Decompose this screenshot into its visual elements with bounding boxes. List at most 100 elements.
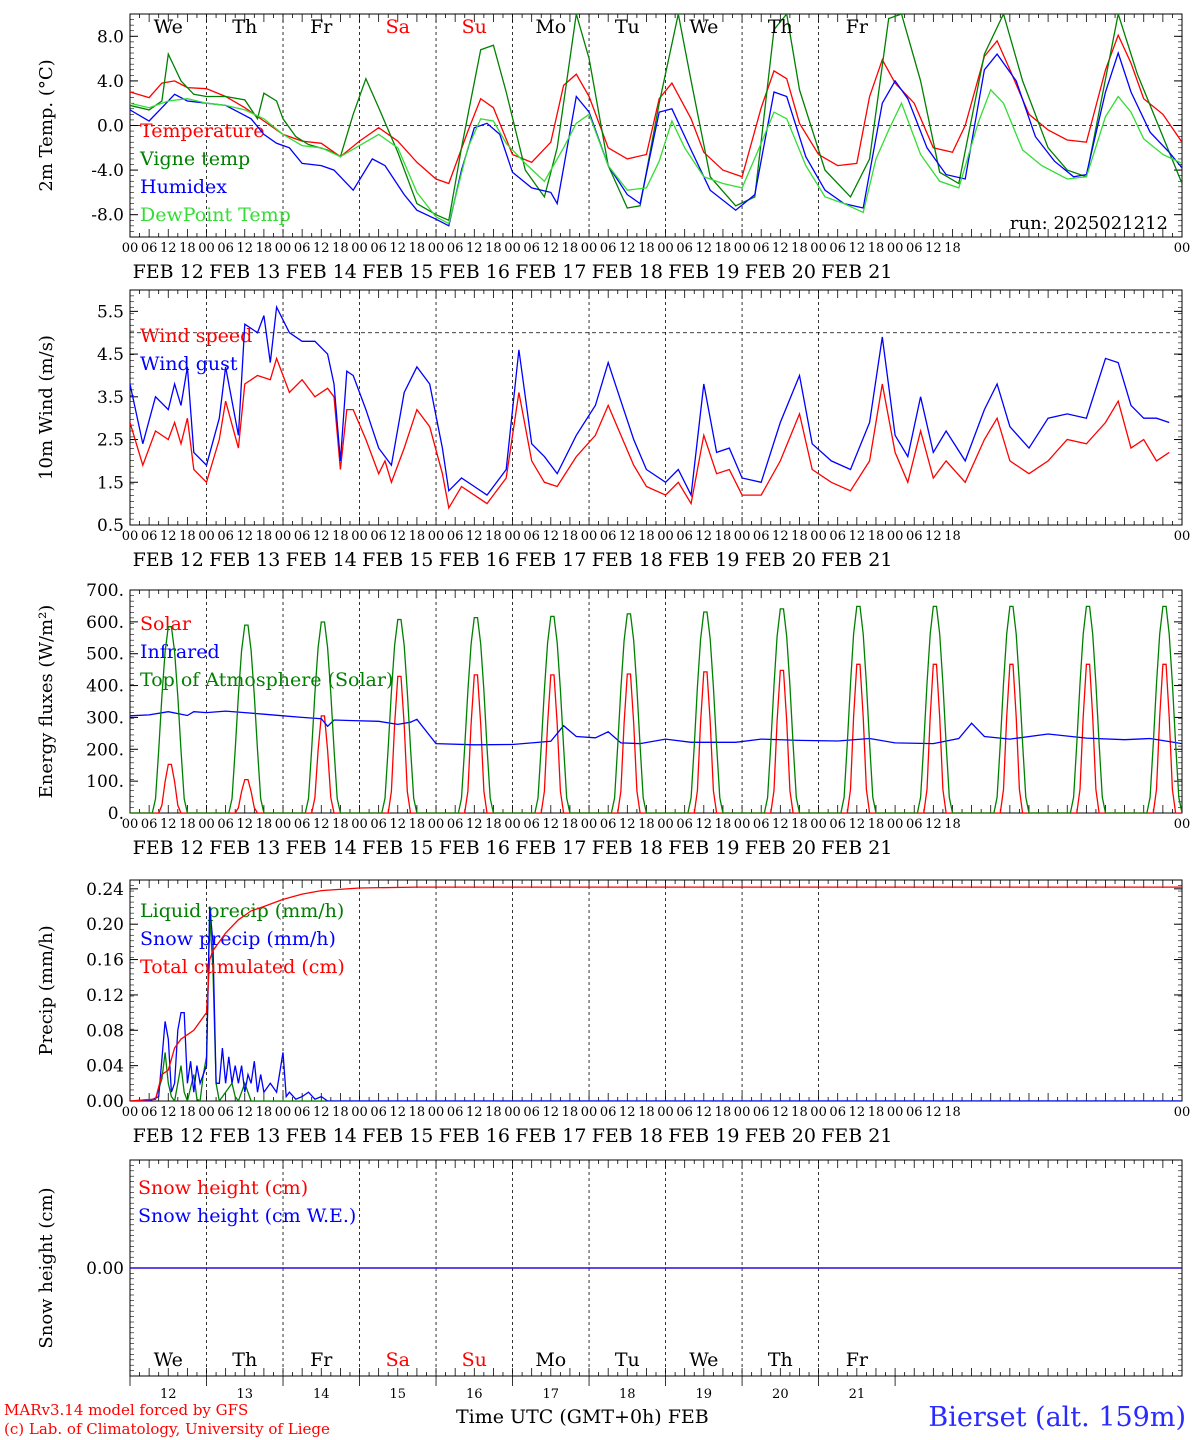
date-label: FEB 18 <box>592 261 663 283</box>
day-number-label: 12 <box>160 1387 177 1402</box>
date-label: FEB 15 <box>362 837 433 859</box>
date-label: FEB 20 <box>745 549 816 571</box>
y-axis-label: Snow height (cm) <box>36 1187 57 1348</box>
y-axis-label: Energy fluxes (W/m²) <box>36 605 57 799</box>
hour-label: 12 <box>313 1105 330 1120</box>
hour-label: 00 <box>887 529 904 544</box>
date-label: FEB 16 <box>439 1125 510 1147</box>
hour-label: 18 <box>715 529 732 544</box>
day-number-label: 15 <box>390 1387 407 1402</box>
y-tick-label: 8.0 <box>97 27 124 47</box>
hour-label: 12 <box>925 529 942 544</box>
hour-label: 06 <box>370 241 387 256</box>
hour-label: 00 <box>887 241 904 256</box>
hour-label: 00 <box>657 529 674 544</box>
hour-label: 12 <box>236 241 253 256</box>
hour-label: 00 <box>1174 817 1191 832</box>
weekday-label-top: Th <box>768 16 793 38</box>
hour-label: 00 <box>428 529 445 544</box>
hour-label: 06 <box>829 241 846 256</box>
date-label: FEB 19 <box>668 837 739 859</box>
hour-label: 00 <box>198 241 215 256</box>
hour-label: 18 <box>485 529 502 544</box>
lab-credit: (c) Lab. of Climatology, University of L… <box>4 1420 330 1438</box>
hour-label: 00 <box>734 817 751 832</box>
hour-label: 18 <box>944 241 961 256</box>
series-line-top-of-atmosphere-solar- <box>130 605 1182 813</box>
weekday-label-bottom: Fr <box>310 1349 333 1371</box>
y-tick-label: 500. <box>86 645 124 665</box>
hour-label: 00 <box>198 529 215 544</box>
hour-label: 12 <box>160 1105 177 1120</box>
hour-label: 00 <box>1174 1105 1191 1120</box>
hour-label: 00 <box>887 1105 904 1120</box>
weekday-label-bottom: Fr <box>846 1349 869 1371</box>
hour-label: 12 <box>390 241 407 256</box>
station-name: Bierset (alt. 159m) <box>928 1402 1186 1433</box>
hour-label: 00 <box>198 1105 215 1120</box>
day-number-label: 17 <box>543 1387 560 1402</box>
hour-label: 06 <box>600 817 617 832</box>
hour-label: 06 <box>141 529 158 544</box>
hour-label: 00 <box>657 241 674 256</box>
weekday-label-top: Su <box>462 16 487 38</box>
hour-label: 18 <box>791 529 808 544</box>
weekday-label-bottom: Mo <box>535 1349 566 1371</box>
hour-label: 00 <box>351 1105 368 1120</box>
y-tick-label: 400. <box>86 677 124 697</box>
hour-label: 18 <box>791 817 808 832</box>
hour-label: 00 <box>504 529 521 544</box>
date-label: FEB 17 <box>515 261 586 283</box>
hour-label: 06 <box>217 1105 234 1120</box>
hour-label: 18 <box>715 817 732 832</box>
hour-label: 12 <box>466 241 483 256</box>
hour-label: 18 <box>944 529 961 544</box>
hour-label: 18 <box>179 529 196 544</box>
weekday-label-top: Tu <box>615 16 640 38</box>
hour-label: 00 <box>428 817 445 832</box>
hour-label: 12 <box>619 817 636 832</box>
weekday-label-top: Fr <box>310 16 333 38</box>
hour-label: 06 <box>906 817 923 832</box>
y-tick-label: 0.24 <box>86 880 124 900</box>
y-tick-label: 0.20 <box>86 915 124 935</box>
y-tick-label: 0.00 <box>86 1259 124 1279</box>
hour-label: 12 <box>849 1105 866 1120</box>
hour-label: 00 <box>581 241 598 256</box>
hour-label: 00 <box>581 817 598 832</box>
hour-label: 18 <box>409 1105 426 1120</box>
date-label: FEB 16 <box>439 261 510 283</box>
hour-label: 00 <box>810 241 827 256</box>
date-label: FEB 17 <box>515 549 586 571</box>
hour-label: 06 <box>753 1105 770 1120</box>
hour-label: 06 <box>829 817 846 832</box>
y-axis-label: 10m Wind (m/s) <box>36 335 57 480</box>
run-label: run: 2025021212 <box>1010 213 1168 234</box>
y-tick-label: 700. <box>86 581 124 601</box>
series-line-wind-speed <box>130 356 1170 510</box>
date-label: FEB 16 <box>439 837 510 859</box>
hour-label: 06 <box>217 241 234 256</box>
date-label: FEB 16 <box>439 549 510 571</box>
hour-label: 06 <box>906 1105 923 1120</box>
hour-label: 18 <box>332 241 349 256</box>
panel-2: 5.5 4.5 3.5 2.5 1.5 0.5 10m Wind (m/s) Wind spe… <box>36 289 1190 571</box>
weekday-label-top: Fr <box>846 16 869 38</box>
hour-label: 12 <box>772 817 789 832</box>
date-label: FEB 20 <box>745 261 816 283</box>
date-label: FEB 19 <box>668 1125 739 1147</box>
legend-entry: Snow height (cm W.E.) <box>138 1205 356 1227</box>
y-tick-label: 1.5 <box>97 473 124 493</box>
panel-3: 700. 600. 500. 400. 300. 200. 100. 0. Energy flu… <box>36 581 1190 859</box>
series-line-temperature <box>130 33 1182 185</box>
hour-label: 06 <box>447 241 464 256</box>
y-tick-label: 2.5 <box>97 431 124 451</box>
hour-label: 18 <box>256 817 273 832</box>
hour-label: 00 <box>122 529 139 544</box>
hour-label: 12 <box>390 1105 407 1120</box>
panel-4: 0.24 0.20 0.16 0.12 0.08 0.04 0.00 Precip (mm/h… <box>36 879 1191 1147</box>
hour-label: 12 <box>313 241 330 256</box>
date-label: FEB 17 <box>515 837 586 859</box>
hour-label: 06 <box>141 817 158 832</box>
